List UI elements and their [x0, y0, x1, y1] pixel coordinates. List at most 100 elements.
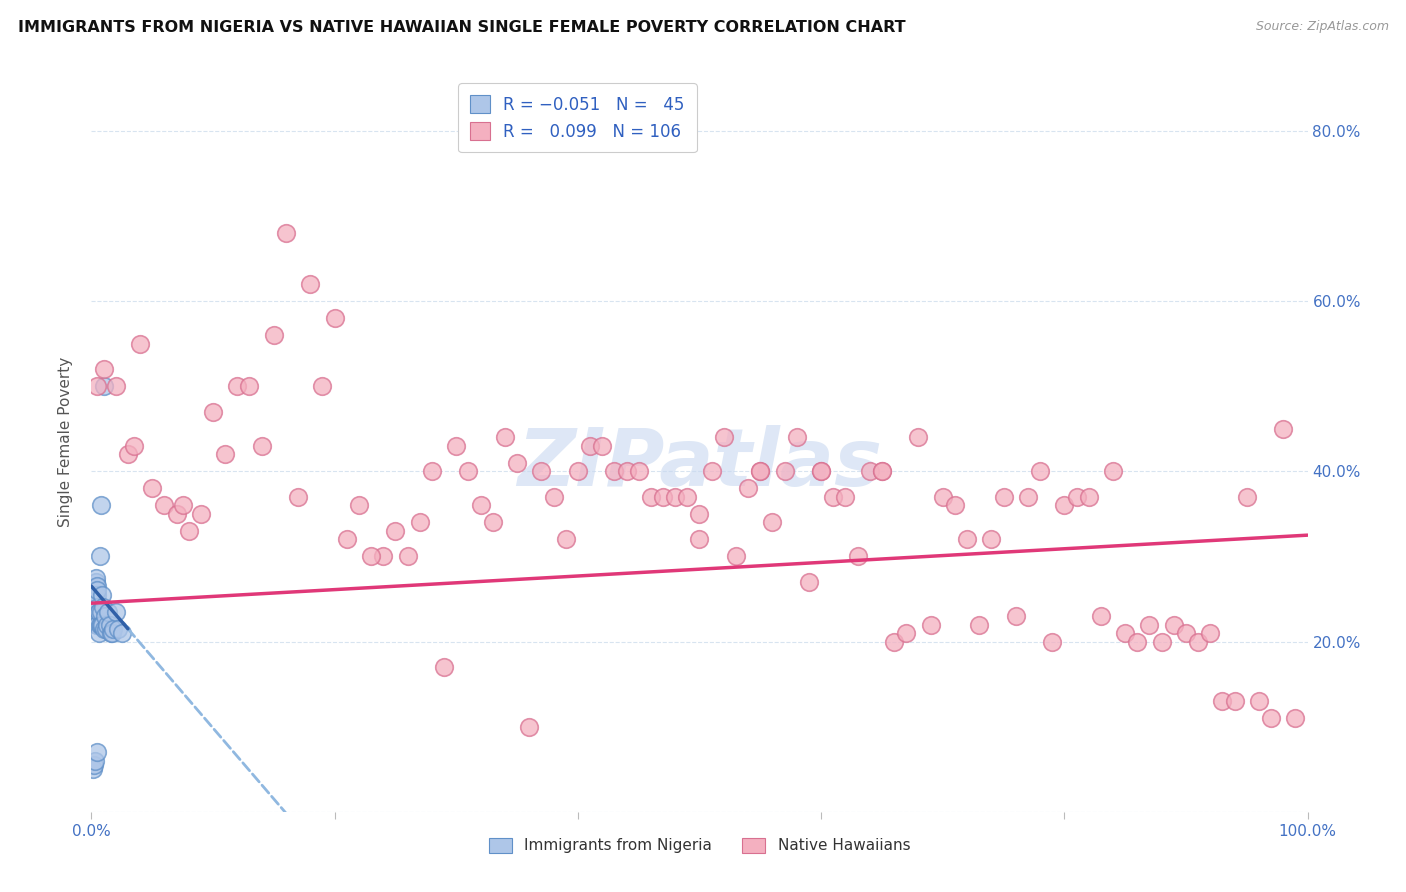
Point [713, 430, 735, 444]
Point [956, 533, 979, 547]
Point [86, 617, 108, 632]
Point [1017, 490, 1039, 504]
Point [336, 533, 359, 547]
Point [89, 617, 111, 632]
Point [82, 583, 104, 598]
Point [652, 490, 675, 504]
Point [86, 617, 108, 632]
Point [797, 574, 820, 589]
Text: ZIPatlas: ZIPatlas [517, 425, 882, 503]
Point [688, 507, 710, 521]
Point [1040, 634, 1063, 648]
Point [943, 499, 966, 513]
Point [506, 456, 529, 470]
Point [786, 430, 808, 444]
Point [202, 405, 225, 419]
Point [543, 490, 565, 504]
Point [97, 605, 120, 619]
Point [104, 379, 127, 393]
Point [172, 499, 194, 513]
Point [83, 583, 105, 598]
Point [810, 464, 832, 478]
Point [84, 588, 107, 602]
Point [1004, 609, 1026, 624]
Point [773, 464, 796, 478]
Point [91, 600, 114, 615]
Point [89, 549, 111, 564]
Point [444, 439, 467, 453]
Point [1163, 617, 1185, 632]
Point [433, 660, 456, 674]
Point [117, 447, 139, 461]
Point [737, 481, 759, 495]
Point [920, 617, 942, 632]
Point [1102, 464, 1125, 478]
Point [810, 464, 832, 478]
Point [530, 464, 553, 478]
Point [1077, 490, 1099, 504]
Point [103, 622, 125, 636]
Point [749, 464, 772, 478]
Point [84, 591, 107, 606]
Point [616, 464, 638, 478]
Point [214, 447, 236, 461]
Point [1199, 626, 1222, 640]
Point [481, 516, 503, 530]
Point [373, 549, 395, 564]
Point [554, 533, 576, 547]
Point [287, 490, 309, 504]
Point [86, 745, 108, 759]
Point [1284, 711, 1306, 725]
Point [1247, 694, 1270, 708]
Point [494, 430, 516, 444]
Point [311, 379, 333, 393]
Point [688, 533, 710, 547]
Point [907, 430, 929, 444]
Text: IMMIGRANTS FROM NIGERIA VS NATIVE HAWAIIAN SINGLE FEMALE POVERTY CORRELATION CHA: IMMIGRANTS FROM NIGERIA VS NATIVE HAWAII… [18, 20, 905, 35]
Point [263, 328, 285, 343]
Point [1236, 490, 1258, 504]
Point [1090, 609, 1112, 624]
Point [664, 490, 686, 504]
Point [567, 464, 589, 478]
Point [980, 533, 1002, 547]
Point [86, 588, 108, 602]
Point [129, 336, 152, 351]
Point [96, 617, 118, 632]
Point [627, 464, 650, 478]
Point [87, 600, 110, 615]
Point [82, 591, 104, 606]
Point [89, 605, 111, 619]
Point [409, 516, 432, 530]
Point [823, 490, 845, 504]
Point [90, 617, 112, 632]
Point [834, 490, 856, 504]
Point [83, 609, 105, 624]
Point [83, 600, 105, 615]
Point [360, 549, 382, 564]
Point [84, 571, 107, 585]
Point [190, 507, 212, 521]
Point [517, 720, 540, 734]
Point [1066, 490, 1088, 504]
Point [90, 588, 112, 602]
Point [896, 626, 918, 640]
Point [1139, 617, 1161, 632]
Point [579, 439, 602, 453]
Point [323, 311, 346, 326]
Point [177, 524, 200, 538]
Point [107, 622, 129, 636]
Point [870, 464, 893, 478]
Point [82, 762, 104, 776]
Point [640, 490, 662, 504]
Point [700, 464, 723, 478]
Point [347, 499, 370, 513]
Point [384, 524, 406, 538]
Point [1029, 464, 1052, 478]
Point [859, 464, 882, 478]
Point [870, 464, 893, 478]
Point [141, 481, 163, 495]
Point [1211, 694, 1233, 708]
Point [591, 439, 613, 453]
Point [84, 583, 107, 598]
